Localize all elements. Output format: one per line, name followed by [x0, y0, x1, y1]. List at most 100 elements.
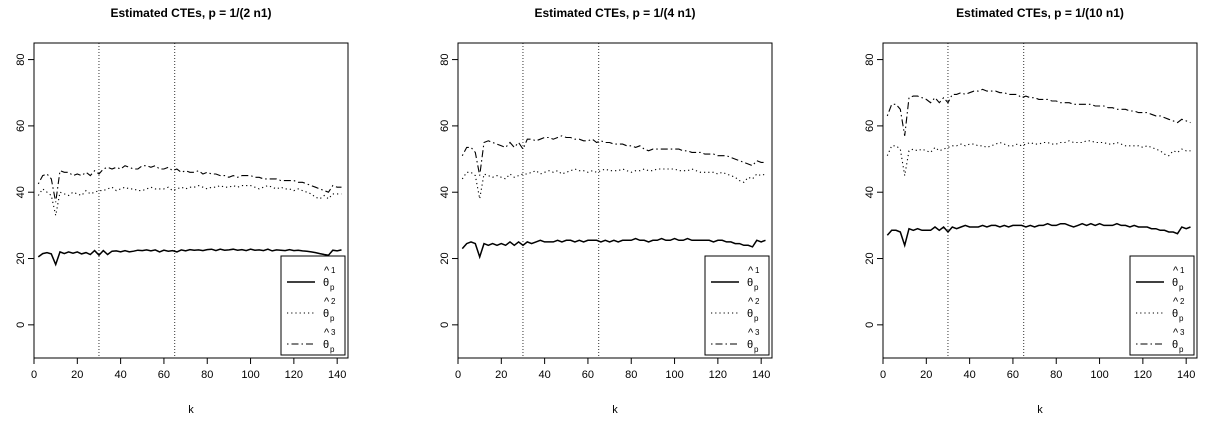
- x-tick-label: 20: [71, 369, 83, 381]
- y-tick-label: 60: [439, 120, 451, 132]
- series-line-3: [461, 135, 766, 176]
- legend-superscript: 1: [1180, 266, 1185, 275]
- legend-hat: ^: [748, 327, 754, 339]
- x-tick-label: 100: [665, 369, 683, 381]
- legend-superscript: 3: [1180, 328, 1185, 337]
- legend-theta: θ: [747, 277, 753, 289]
- series-line-2: [461, 168, 766, 199]
- y-tick-label: 80: [864, 53, 876, 65]
- legend-subscript: p: [1179, 283, 1184, 292]
- x-tick-label: 140: [752, 369, 770, 381]
- legend-hat: ^: [324, 296, 330, 308]
- chart-panel-2: Estimated CTEs, p = 1/(4 n1)0 20 40 60 80 100…: [439, 6, 773, 416]
- y-tick-label: 0: [439, 322, 451, 328]
- x-tick-label: 140: [1177, 369, 1195, 381]
- x-tick-label: 120: [285, 369, 303, 381]
- x-tick-label: 0: [880, 369, 886, 381]
- y-tick-label: 40: [15, 186, 27, 198]
- chart-title: Estimated CTEs, p = 1/(10 n1): [956, 6, 1124, 20]
- legend-subscript: p: [1179, 345, 1184, 354]
- legend-superscript: 2: [1180, 297, 1185, 306]
- plot-frame: [882, 42, 1198, 359]
- x-tick-label: 60: [1007, 369, 1019, 381]
- x-tick-label: 100: [1090, 369, 1108, 381]
- legend-subscript: p: [330, 345, 335, 354]
- x-axis-label: k: [612, 404, 618, 416]
- y-tick-label: 60: [15, 120, 27, 132]
- y-tick-label: 20: [15, 252, 27, 264]
- x-tick-label: 140: [328, 369, 346, 381]
- legend-hat: ^: [748, 265, 754, 277]
- x-tick-label: 40: [963, 369, 975, 381]
- legend-subscript: p: [330, 314, 335, 323]
- legend-superscript: 3: [331, 328, 336, 337]
- legend-theta: θ: [1172, 308, 1178, 320]
- legend-hat: ^: [1173, 296, 1179, 308]
- legend-hat: ^: [1173, 327, 1179, 339]
- x-tick-label: 0: [31, 369, 37, 381]
- legend-theta: θ: [747, 308, 753, 320]
- y-tick-label: 80: [439, 53, 451, 65]
- legend-theta: θ: [747, 339, 753, 351]
- y-tick-label: 20: [439, 252, 451, 264]
- x-tick-label: 60: [582, 369, 594, 381]
- x-tick-label: 80: [625, 369, 637, 381]
- chart-panel-1: Estimated CTEs, p = 1/(2 n1)0 20 40 60 80 100…: [15, 6, 349, 416]
- y-tick-label: 80: [15, 53, 27, 65]
- legend-theta: θ: [1172, 339, 1178, 351]
- legend-superscript: 2: [331, 297, 336, 306]
- series-line-2: [37, 185, 342, 216]
- legend-box: [280, 255, 346, 356]
- plot-frame: [457, 42, 773, 359]
- series-line-3: [37, 165, 342, 203]
- x-tick-label: 0: [455, 369, 461, 381]
- chart-title: Estimated CTEs, p = 1/(2 n1): [110, 6, 271, 20]
- x-axis-label: k: [188, 404, 194, 416]
- x-tick-label: 100: [241, 369, 259, 381]
- legend-hat: ^: [1173, 265, 1179, 277]
- legend: ^θ1p^θ2p^θ3p: [280, 255, 346, 356]
- x-tick-label: 40: [538, 369, 550, 381]
- legend: ^θ1p^θ2p^θ3p: [704, 255, 770, 356]
- legend-superscript: 1: [331, 266, 336, 275]
- legend-superscript: 2: [755, 297, 760, 306]
- legend-box: [704, 255, 770, 356]
- y-tick-label: 0: [15, 322, 27, 328]
- y-tick-label: 40: [439, 186, 451, 198]
- legend-subscript: p: [754, 345, 759, 354]
- x-tick-label: 80: [201, 369, 213, 381]
- legend-subscript: p: [754, 283, 759, 292]
- x-tick-label: 40: [114, 369, 126, 381]
- x-axis-label: k: [1037, 404, 1043, 416]
- series-line-1: [37, 248, 342, 267]
- chart-panel-3: Estimated CTEs, p = 1/(10 n1)0 20 40 60 80 10…: [864, 6, 1198, 416]
- series-line-1: [461, 237, 766, 260]
- series-line-3: [886, 88, 1191, 136]
- x-tick-label: 120: [709, 369, 727, 381]
- legend-theta: θ: [323, 339, 329, 351]
- legend-subscript: p: [330, 283, 335, 292]
- x-tick-label: 80: [1050, 369, 1062, 381]
- legend-hat: ^: [748, 296, 754, 308]
- y-tick-label: 60: [864, 120, 876, 132]
- y-tick-label: 20: [864, 252, 876, 264]
- legend-theta: θ: [1172, 277, 1178, 289]
- x-tick-label: 120: [1134, 369, 1152, 381]
- legend-superscript: 1: [755, 266, 760, 275]
- legend-subscript: p: [754, 314, 759, 323]
- legend-hat: ^: [324, 327, 330, 339]
- legend-subscript: p: [1179, 314, 1184, 323]
- plot-frame: [33, 42, 349, 359]
- legend-superscript: 3: [755, 328, 760, 337]
- series-line-2: [886, 140, 1191, 176]
- x-tick-label: 60: [158, 369, 170, 381]
- legend-theta: θ: [323, 277, 329, 289]
- x-tick-label: 20: [495, 369, 507, 381]
- legend-hat: ^: [324, 265, 330, 277]
- legend: ^θ1p^θ2p^θ3p: [1129, 255, 1195, 356]
- x-tick-label: 20: [920, 369, 932, 381]
- legend-box: [1129, 255, 1195, 356]
- y-tick-label: 0: [864, 322, 876, 328]
- series-line-1: [886, 222, 1191, 248]
